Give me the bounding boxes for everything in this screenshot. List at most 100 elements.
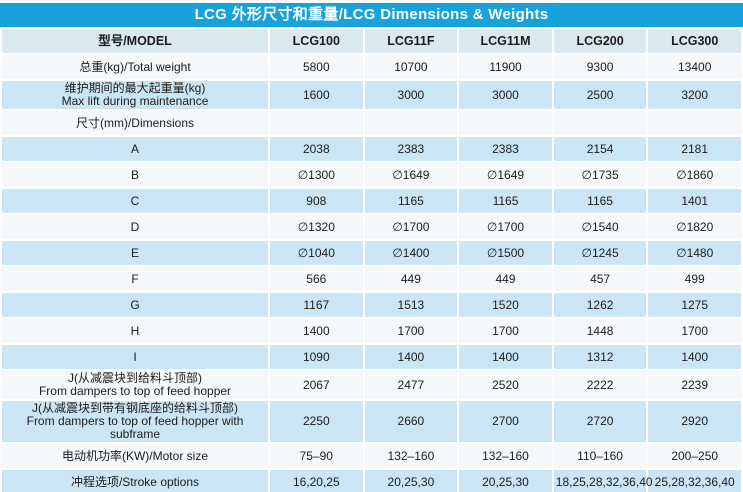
value-cell <box>648 111 741 135</box>
value-cell <box>270 111 363 135</box>
value-cell: 1312 <box>553 345 647 369</box>
table-row: J(从减震块到带有钢底座的给料斗顶部) From dampers to top o… <box>2 401 741 442</box>
value-cell: ∅1700 <box>459 215 552 239</box>
value-cell: 20,25,30 <box>459 470 552 492</box>
row-label: J(从减震块到带有钢底座的给料斗顶部) From dampers to top o… <box>2 401 268 442</box>
column-header-lcg11f: LCG11F <box>364 29 458 53</box>
value-cell: 449 <box>459 267 552 291</box>
row-label-line1: C <box>130 193 140 208</box>
value-cell: ∅1500 <box>459 241 552 265</box>
row-label-line1: G <box>130 297 140 312</box>
value-cell: 1700 <box>459 319 552 343</box>
model-header-row: 型号/MODEL LCG100 LCG11F LCG11M LCG200 LCG300 <box>2 29 741 53</box>
row-label-line1: A <box>130 141 139 156</box>
table-row: E ∅1040 ∅1400 ∅1500 ∅1245 ∅1480 <box>2 241 741 265</box>
row-label: E <box>2 241 268 265</box>
value-cell: ∅1700 <box>364 215 458 239</box>
value-cell: ∅1400 <box>364 241 458 265</box>
table-row: 电动机功率(KW)/Motor size 75–90 132–160 132–160 1… <box>2 444 741 468</box>
value-cell: 132–160 <box>364 444 458 468</box>
table-row: D ∅1320 ∅1700 ∅1700 ∅1540 ∅1820 <box>2 215 741 239</box>
row-label: C <box>2 189 268 213</box>
table-row: F 566 449 449 457 499 <box>2 267 741 291</box>
value-cell: 1090 <box>270 345 363 369</box>
value-cell: 2383 <box>459 137 552 161</box>
value-cell: 908 <box>270 189 363 213</box>
value-cell: 2181 <box>648 137 741 161</box>
table-body: 总重(kg)/Total weight 5800 10700 11900 9300 134… <box>2 55 741 492</box>
row-label: 冲程选项/Stroke options <box>2 470 268 492</box>
value-cell: 1700 <box>364 319 458 343</box>
value-cell: 1513 <box>364 293 458 317</box>
value-cell: 3200 <box>648 81 741 109</box>
table-row: J(从减震块到给料斗顶部) From dampers to top of feed… <box>2 371 741 399</box>
value-cell <box>364 111 458 135</box>
value-cell: 1600 <box>270 81 363 109</box>
table-row: 维护期间的最大起重量(kg) Max lift during maintenanc… <box>2 81 741 109</box>
row-label-line2: From dampers to top of feed hopper with … <box>26 414 244 441</box>
row-label: 维护期间的最大起重量(kg) Max lift during maintenanc… <box>2 81 268 109</box>
value-cell: ∅1040 <box>270 241 363 265</box>
value-cell: 2920 <box>648 401 741 442</box>
value-cell: 1700 <box>648 319 741 343</box>
row-label: J(从减震块到给料斗顶部) From dampers to top of feed… <box>2 371 268 399</box>
row-label-line1: B <box>130 167 139 182</box>
table-row: A 2038 2383 2383 2154 2181 <box>2 137 741 161</box>
row-label-line1: 维护期间的最大起重量(kg) <box>64 81 206 95</box>
value-cell: 2720 <box>553 401 647 442</box>
value-cell: ∅1540 <box>553 215 647 239</box>
value-cell: 2477 <box>364 371 458 399</box>
value-cell: 1165 <box>553 189 647 213</box>
row-label: F <box>2 267 268 291</box>
value-cell: 2520 <box>459 371 552 399</box>
value-cell: 2067 <box>270 371 363 399</box>
value-cell: 13400 <box>648 55 741 79</box>
column-header-lcg200: LCG200 <box>553 29 647 53</box>
value-cell: 9300 <box>553 55 647 79</box>
row-label-line1: 电动机功率(KW)/Motor size <box>61 448 208 463</box>
value-cell: 457 <box>553 267 647 291</box>
row-label-line1: 尺寸(mm)/Dimensions <box>75 115 194 130</box>
value-cell: 1167 <box>270 293 363 317</box>
table-header: 型号/MODEL LCG100 LCG11F LCG11M LCG200 LCG300 <box>2 29 741 53</box>
value-cell: 2239 <box>648 371 741 399</box>
row-label-line1: J(从减震块到给料斗顶部) <box>68 371 202 385</box>
value-cell: 200–250 <box>648 444 741 468</box>
value-cell: ∅1735 <box>553 163 647 187</box>
value-cell: 1262 <box>553 293 647 317</box>
table-row: 尺寸(mm)/Dimensions <box>2 111 741 135</box>
value-cell: ∅1320 <box>270 215 363 239</box>
row-label: 总重(kg)/Total weight <box>2 55 268 79</box>
row-label: 尺寸(mm)/Dimensions <box>2 111 268 135</box>
row-label: I <box>2 345 268 369</box>
value-cell: 2250 <box>270 401 363 442</box>
value-cell: 499 <box>648 267 741 291</box>
table-row: I 1090 1400 1400 1312 1400 <box>2 345 741 369</box>
value-cell: 5800 <box>270 55 363 79</box>
value-cell: 132–160 <box>459 444 552 468</box>
row-label-line2: Max lift during maintenance <box>61 94 209 108</box>
value-cell: 566 <box>270 267 363 291</box>
row-label: A <box>2 137 268 161</box>
table-row: B ∅1300 ∅1649 ∅1649 ∅1735 ∅1860 <box>2 163 741 187</box>
value-cell: 1448 <box>553 319 647 343</box>
column-header-model: 型号/MODEL <box>2 29 268 53</box>
value-cell: ∅1649 <box>364 163 458 187</box>
row-label-line1: 总重(kg)/Total weight <box>79 59 191 74</box>
column-header-lcg100: LCG100 <box>270 29 363 53</box>
row-label-line1: F <box>131 271 139 286</box>
row-label: D <box>2 215 268 239</box>
table-row: 总重(kg)/Total weight 5800 10700 11900 9300 134… <box>2 55 741 79</box>
table-row: H 1400 1700 1700 1448 1700 <box>2 319 741 343</box>
value-cell: 1520 <box>459 293 552 317</box>
table-row: G 1167 1513 1520 1262 1275 <box>2 293 741 317</box>
row-label: B <box>2 163 268 187</box>
column-header-lcg300: LCG300 <box>648 29 741 53</box>
value-cell: ∅1480 <box>648 241 741 265</box>
value-cell: ∅1649 <box>459 163 552 187</box>
value-cell: 1400 <box>270 319 363 343</box>
value-cell: 3000 <box>364 81 458 109</box>
value-cell: 2154 <box>553 137 647 161</box>
value-cell: 110–160 <box>553 444 647 468</box>
